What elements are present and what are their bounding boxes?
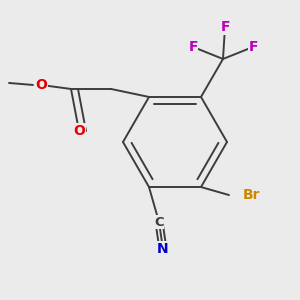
Text: F: F — [248, 40, 258, 54]
Text: Br: Br — [243, 188, 260, 202]
Text: O: O — [35, 78, 47, 92]
Text: N: N — [157, 242, 169, 256]
Text: C: C — [154, 215, 164, 229]
Text: O: O — [73, 124, 85, 138]
Text: F: F — [188, 40, 198, 54]
Text: F: F — [220, 20, 230, 34]
